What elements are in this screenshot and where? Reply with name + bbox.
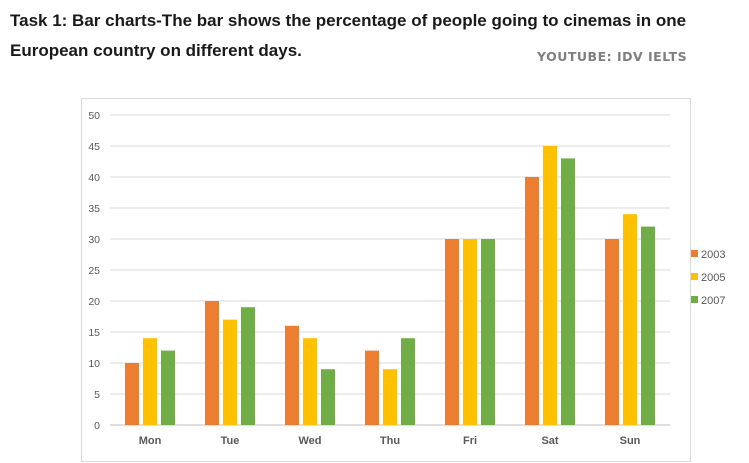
- x-tick-label: Tue: [221, 435, 240, 447]
- bar-2005-fri: [463, 239, 477, 425]
- y-tick-label: 10: [88, 358, 100, 370]
- legend-label-2003: 2003: [701, 249, 725, 261]
- bar-2003-wed: [285, 325, 299, 425]
- y-tick-label: 35: [88, 203, 100, 215]
- legend-swatch-2007: [691, 296, 698, 303]
- y-tick-label: 15: [88, 327, 100, 339]
- bar-2007-sat: [561, 158, 575, 425]
- legend-label-2005: 2005: [701, 272, 725, 284]
- watermark: YOUTUBE: IDV IELTS: [537, 49, 688, 64]
- bar-2007-fri: [481, 239, 495, 425]
- bar-2007-wed: [321, 369, 335, 425]
- bar-2003-fri: [445, 239, 459, 425]
- y-tick-label: 50: [88, 110, 100, 122]
- page-title: Task 1: Bar charts-The bar shows the per…: [10, 11, 687, 60]
- bar-2005-sat: [543, 146, 557, 425]
- bar-2007-thu: [401, 338, 415, 425]
- legend-swatch-2003: [691, 250, 698, 257]
- bar-2003-tue: [205, 301, 219, 425]
- y-tick-label: 45: [88, 141, 100, 153]
- y-tick-label: 5: [94, 389, 100, 401]
- bar-2003-thu: [365, 350, 379, 425]
- y-tick-label: 25: [88, 265, 100, 277]
- x-tick-label: Wed: [298, 435, 321, 447]
- y-tick-label: 40: [88, 172, 100, 184]
- y-tick-label: 30: [88, 234, 100, 246]
- y-tick-label: 0: [94, 420, 100, 432]
- x-tick-label: Sun: [620, 435, 641, 447]
- bar-2005-sun: [623, 214, 637, 425]
- x-tick-label: Mon: [139, 435, 162, 447]
- legend-label-2007: 2007: [701, 295, 725, 307]
- y-tick-label: 20: [88, 296, 100, 308]
- bar-2003-sun: [605, 239, 619, 425]
- bar-2005-thu: [383, 369, 397, 425]
- bar-2005-mon: [143, 338, 157, 425]
- bar-2007-tue: [241, 307, 255, 425]
- bar-2007-mon: [161, 350, 175, 425]
- legend-swatch-2005: [691, 273, 698, 280]
- x-tick-label: Thu: [380, 435, 400, 447]
- bar-2007-sun: [641, 226, 655, 425]
- x-tick-label: Fri: [463, 435, 477, 447]
- bar-2005-tue: [223, 319, 237, 425]
- bar-2003-sat: [525, 177, 539, 425]
- bar-2003-mon: [125, 363, 139, 425]
- x-tick-label: Sat: [541, 435, 558, 447]
- bar-2005-wed: [303, 338, 317, 425]
